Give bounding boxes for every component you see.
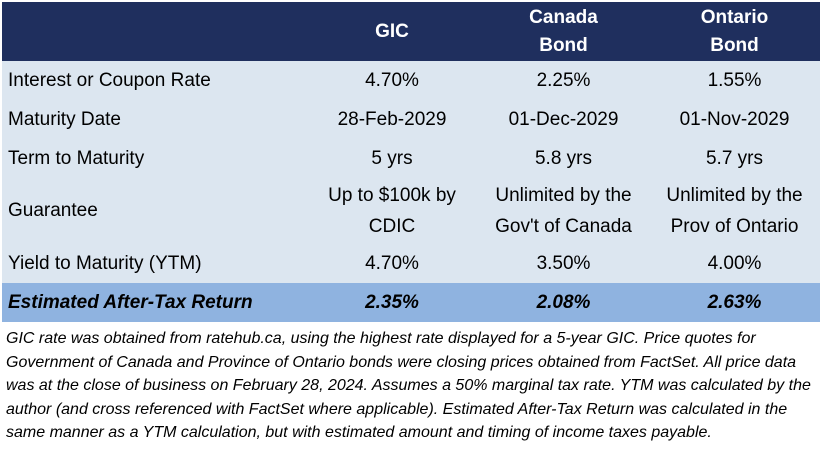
cell-canada-bond: Unlimited by the Gov't of Canada	[478, 178, 649, 244]
cell-canada-bond: 5.8 yrs	[534, 147, 593, 169]
cell-ontario-bond: 1.55%	[707, 69, 762, 91]
header-line: Canada	[529, 6, 598, 28]
table-row-maturity-date: Maturity Date 28-Feb-2029 01-Dec-2029 01…	[2, 100, 820, 139]
footnote: GIC rate was obtained from ratehub.ca, u…	[6, 330, 811, 442]
cell-gic: 28-Feb-2029	[337, 108, 447, 130]
cell-line: Unlimited by the	[495, 185, 632, 206]
cell-line: Up to $100k by	[328, 185, 456, 206]
cell-line: Prov of Ontario	[670, 216, 799, 237]
cell-gic: 2.35%	[365, 291, 419, 313]
comparison-table: GIC Canada Bond Ontario Bond Interest or…	[2, 2, 820, 322]
header-cell-gic: GIC	[306, 2, 478, 61]
cell-gic: Up to $100k by CDIC	[306, 178, 478, 244]
table-row-guarantee: Guarantee Up to $100k by CDIC Unlimited …	[2, 178, 820, 244]
header-line: Bond	[710, 34, 759, 56]
header-cell-ontario-bond: Ontario Bond	[649, 2, 820, 61]
row-label: Interest or Coupon Rate	[8, 69, 211, 91]
cell-ontario-bond: 5.7 yrs	[705, 147, 764, 169]
cell-ontario-bond: 01-Nov-2029	[679, 108, 790, 130]
cell-line: CDIC	[368, 216, 416, 237]
cell-ontario-bond: 4.00%	[707, 252, 762, 274]
cell-ontario-bond: Unlimited by the Prov of Ontario	[649, 178, 820, 244]
cell-canada-bond: 3.50%	[536, 252, 591, 274]
cell-line: Gov't of Canada	[495, 216, 632, 237]
cell-gic: 4.70%	[365, 69, 419, 91]
table-header-row: GIC Canada Bond Ontario Bond	[2, 2, 820, 61]
row-label: Yield to Maturity (YTM)	[8, 252, 202, 274]
row-label: Term to Maturity	[8, 147, 145, 169]
cell-canada-bond: 01-Dec-2029	[508, 108, 619, 130]
table-row-interest-rate: Interest or Coupon Rate 4.70% 2.25% 1.55…	[2, 61, 820, 100]
table-row-term: Term to Maturity 5 yrs 5.8 yrs 5.7 yrs	[2, 139, 820, 178]
header-cell-canada-bond: Canada Bond	[478, 2, 649, 61]
row-label: Guarantee	[8, 200, 98, 221]
table-row-after-tax-return: Estimated After-Tax Return 2.35% 2.08% 2…	[2, 283, 820, 322]
table-row-ytm: Yield to Maturity (YTM) 4.70% 3.50% 4.00…	[2, 244, 820, 283]
cell-gic: 5 yrs	[371, 147, 413, 169]
cell-canada-bond: 2.25%	[536, 69, 591, 91]
cell-line: Unlimited by the	[666, 185, 803, 206]
header-line: Ontario	[700, 6, 769, 28]
header-line: Bond	[539, 34, 588, 56]
cell-gic: 4.70%	[365, 252, 419, 274]
row-label: Estimated After-Tax Return	[8, 291, 253, 313]
row-label: Maturity Date	[8, 108, 121, 130]
header-cell-blank	[2, 2, 306, 61]
header-line: GIC	[375, 20, 409, 42]
cell-ontario-bond: 2.63%	[707, 291, 762, 313]
cell-canada-bond: 2.08%	[536, 291, 591, 313]
